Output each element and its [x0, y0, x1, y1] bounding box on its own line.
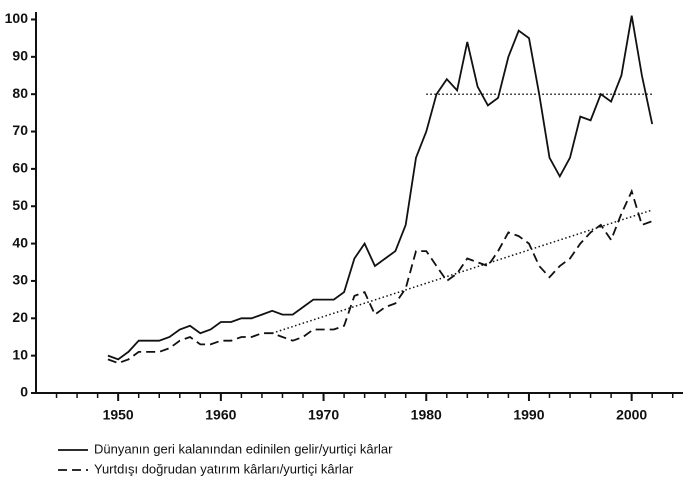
x-tick-label: 1980	[411, 407, 442, 423]
y-tick-label: 10	[12, 346, 28, 362]
y-tick-label: 30	[12, 272, 28, 288]
legend-label: Yurtdışı doğrudan yatırım kârları/yurtiç…	[94, 461, 354, 476]
y-tick-label: 70	[12, 122, 28, 138]
y-tick-label: 80	[12, 85, 28, 101]
series-line	[107, 188, 653, 365]
series-line	[107, 15, 654, 361]
x-tick-label: 1990	[513, 407, 544, 423]
y-tick-label: 100	[5, 10, 29, 26]
y-tick-label: 60	[12, 160, 28, 176]
x-tick-label: 1950	[103, 407, 134, 423]
x-tick-label: 2000	[616, 407, 647, 423]
x-tick-label: 1960	[205, 407, 236, 423]
y-tick-label: 50	[12, 197, 28, 213]
y-tick-label: 90	[12, 48, 28, 64]
legend-label: Dünyanın geri kalanından edinilen gelir/…	[94, 441, 393, 456]
y-tick-label: 40	[12, 234, 28, 250]
y-tick-label: 20	[12, 309, 28, 325]
y-tick-label: 0	[20, 384, 28, 400]
x-tick-label: 1970	[308, 407, 339, 423]
trend-line	[271, 209, 653, 334]
